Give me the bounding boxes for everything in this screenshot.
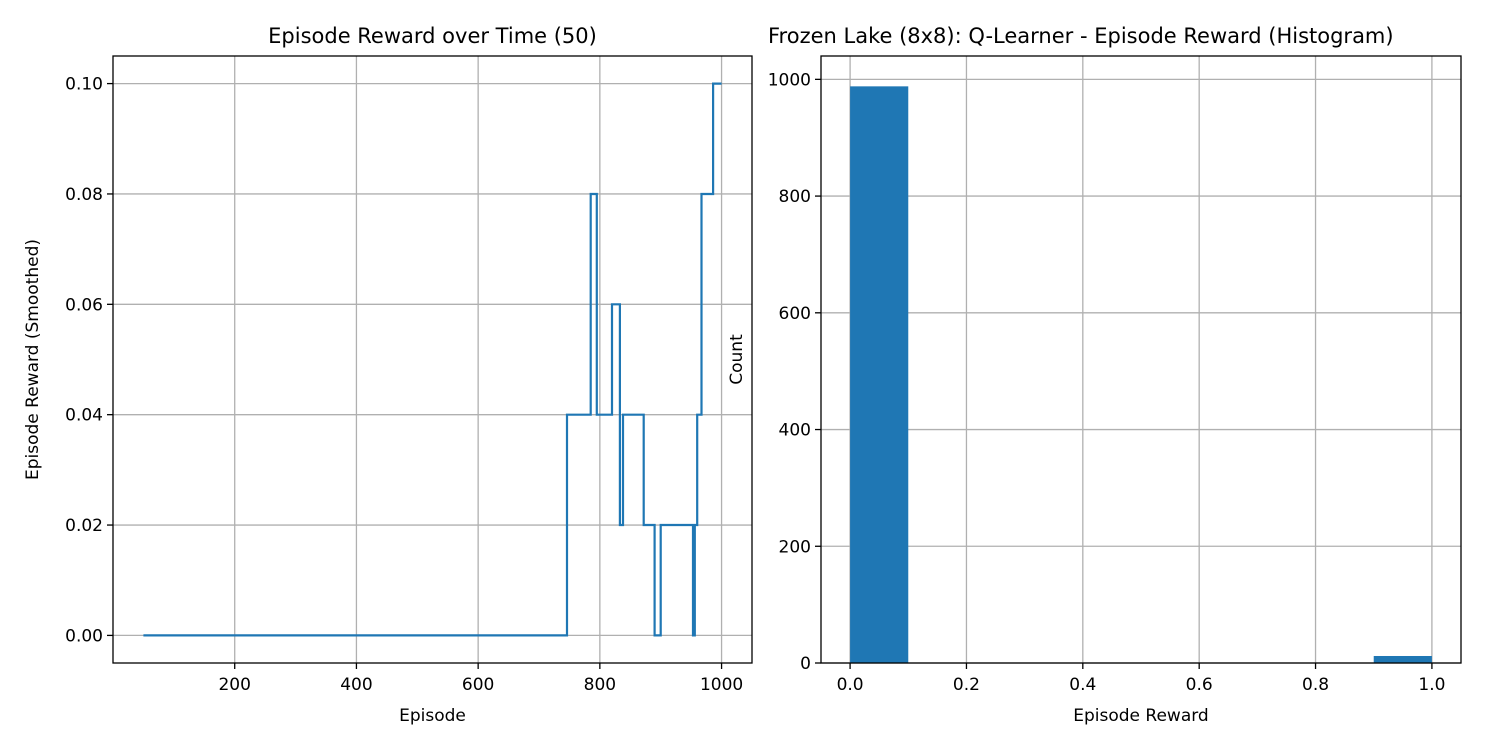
left-grid <box>113 56 752 663</box>
right-plot-frame <box>820 55 1462 664</box>
r-x-tick-label: 0.0 <box>837 675 864 695</box>
r-x-tick-label: 1.0 <box>1418 675 1445 695</box>
l-x-tick-label: 600 <box>462 675 494 695</box>
line-chart: 200 400 600 800 1000 0.00 0.02 0.04 0.06 0.08 0.10… <box>23 24 753 726</box>
l-y-tick-label: 0.06 <box>65 295 103 315</box>
left-chart-title: Episode Reward over Time (50) <box>268 24 597 48</box>
right-grid <box>821 56 1461 664</box>
left-y-axis-label: Episode Reward (Smoothed) <box>23 239 43 480</box>
r-y-tick-label: 800 <box>779 187 811 207</box>
r-y-tick-label: 200 <box>779 537 811 557</box>
l-x-tick-label: 200 <box>218 675 250 695</box>
r-x-tick-label: 0.6 <box>1186 675 1213 695</box>
left-plot-frame <box>112 55 753 664</box>
right-bars-group <box>850 86 1432 664</box>
l-y-tick-label: 0.02 <box>65 516 103 536</box>
r-x-tick-label: 0.2 <box>953 675 980 695</box>
left-ticks: 200 400 600 800 1000 0.00 0.02 0.04 0.06 0.08 0.10 <box>65 75 743 695</box>
r-y-tick-label: 600 <box>779 304 811 324</box>
histogram-bar <box>1373 655 1432 663</box>
r-y-tick-label: 400 <box>779 421 811 441</box>
l-y-tick-label: 0.08 <box>65 185 103 205</box>
l-x-tick-label: 800 <box>584 675 616 695</box>
left-series-group <box>143 82 722 637</box>
right-x-axis-label: Episode Reward <box>1073 706 1208 726</box>
r-x-tick-label: 0.4 <box>1069 675 1096 695</box>
l-y-tick-label: 0.00 <box>65 626 103 646</box>
r-x-tick-label: 0.8 <box>1302 675 1329 695</box>
episode-reward-line <box>143 82 722 637</box>
l-x-tick-label: 400 <box>340 675 372 695</box>
right-chart-title: Frozen Lake (8x8): Q-Learner - Episode R… <box>768 24 1394 48</box>
r-y-tick-label: 0 <box>800 654 811 674</box>
histogram-bar <box>850 86 909 664</box>
histogram-chart: 0.0 0.2 0.4 0.6 0.8 1.0 0 200 400 600 800 1000 Froz… <box>727 24 1462 726</box>
right-y-axis-label: Count <box>727 334 747 385</box>
r-y-tick-label: 1000 <box>768 70 811 90</box>
left-x-axis-label: Episode <box>399 706 466 726</box>
l-y-tick-label: 0.04 <box>65 406 103 426</box>
l-y-tick-label: 0.10 <box>65 75 103 95</box>
l-x-tick-label: 1000 <box>700 675 743 695</box>
right-ticks: 0.0 0.2 0.4 0.6 0.8 1.0 0 200 400 600 800 1000 <box>768 70 1446 695</box>
